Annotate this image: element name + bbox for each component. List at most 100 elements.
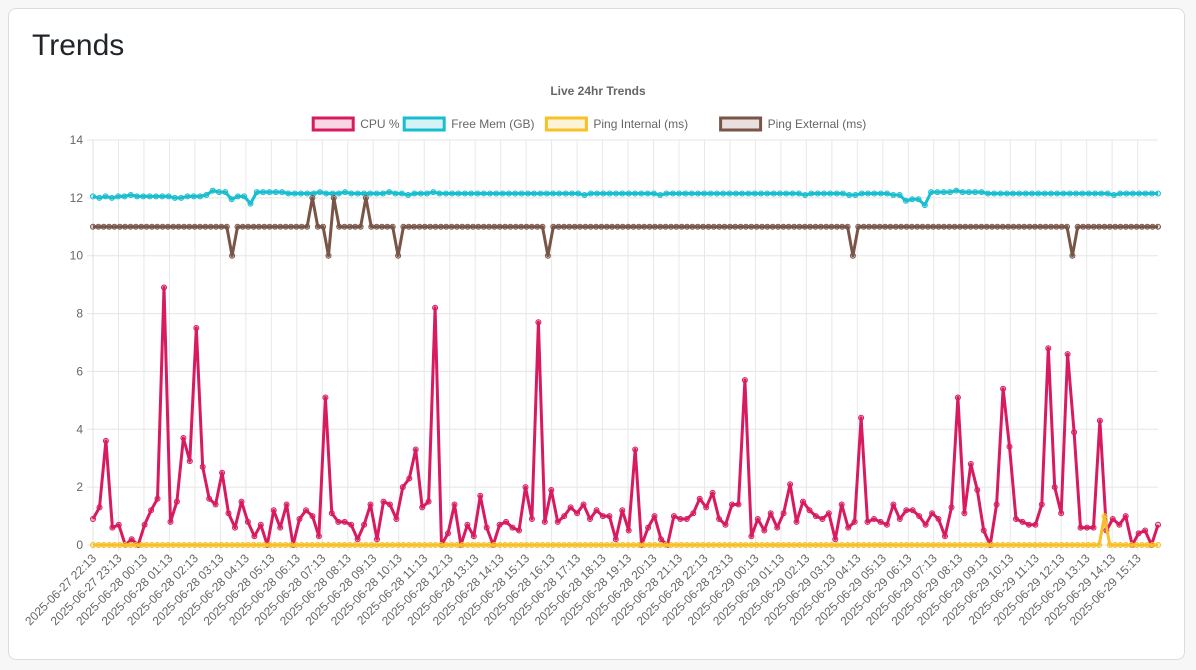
data-point bbox=[1019, 518, 1026, 525]
data-point bbox=[670, 513, 677, 520]
data-point bbox=[1073, 190, 1080, 197]
data-point bbox=[1053, 542, 1060, 548]
data-point bbox=[102, 193, 109, 200]
data-point bbox=[315, 533, 322, 540]
data-point bbox=[876, 223, 883, 230]
data-point bbox=[222, 189, 229, 196]
data-point bbox=[625, 542, 632, 548]
data-point bbox=[957, 542, 963, 548]
data-point bbox=[812, 513, 819, 520]
data-point bbox=[651, 223, 658, 230]
chart-legend: CPU % Free Mem (GB) Ping Internal (ms) Ping… bbox=[311, 116, 867, 132]
data-point bbox=[539, 542, 546, 548]
data-point bbox=[1098, 190, 1105, 197]
data-point bbox=[1128, 223, 1135, 230]
data-point bbox=[770, 190, 777, 197]
data-point bbox=[250, 223, 257, 230]
data-point bbox=[437, 542, 444, 548]
data-point bbox=[109, 524, 116, 531]
data-point bbox=[1003, 190, 1010, 197]
data-point bbox=[475, 223, 482, 230]
data-point bbox=[890, 192, 897, 198]
y-tick-label: 4 bbox=[76, 422, 83, 436]
data-point bbox=[871, 190, 878, 197]
data-point bbox=[689, 223, 696, 230]
legend-item[interactable]: Ping External (ms) bbox=[719, 116, 867, 132]
data-point bbox=[892, 223, 899, 230]
data-point bbox=[234, 193, 241, 200]
data-point bbox=[1042, 223, 1049, 230]
data-point bbox=[1090, 542, 1097, 548]
data-point bbox=[361, 521, 368, 528]
data-point bbox=[432, 542, 439, 548]
data-point bbox=[379, 542, 385, 548]
data-point bbox=[594, 190, 601, 197]
data-point bbox=[406, 475, 413, 482]
data-point bbox=[892, 542, 899, 548]
data-point bbox=[914, 542, 921, 548]
data-point bbox=[1144, 542, 1151, 548]
data-point bbox=[1079, 190, 1086, 197]
data-point bbox=[630, 542, 637, 548]
data-point bbox=[314, 223, 321, 230]
data-point bbox=[459, 542, 466, 548]
data-point bbox=[989, 542, 996, 548]
data-point bbox=[1142, 527, 1149, 534]
data-point bbox=[855, 223, 862, 230]
data-point bbox=[255, 542, 262, 548]
data-point bbox=[518, 223, 525, 230]
data-point bbox=[395, 252, 402, 259]
data-point bbox=[800, 498, 806, 505]
legend-item[interactable]: Free Mem (GB) bbox=[402, 116, 535, 132]
data-point bbox=[374, 536, 380, 543]
data-point bbox=[1090, 223, 1097, 230]
data-point bbox=[443, 542, 450, 548]
data-point bbox=[764, 223, 771, 230]
data-point bbox=[965, 189, 972, 196]
data-point bbox=[721, 542, 728, 548]
data-point bbox=[352, 223, 359, 230]
data-point bbox=[774, 524, 781, 531]
legend-item[interactable]: Ping Internal (ms) bbox=[544, 116, 688, 132]
data-point bbox=[953, 187, 960, 194]
data-point bbox=[197, 542, 203, 548]
data-point bbox=[167, 518, 174, 525]
data-point bbox=[948, 504, 955, 511]
data-point bbox=[437, 223, 444, 230]
data-point bbox=[1060, 190, 1067, 197]
data-point bbox=[1021, 542, 1028, 548]
data-point bbox=[871, 516, 877, 522]
data-point bbox=[367, 190, 374, 197]
data-point bbox=[199, 463, 206, 470]
data-point bbox=[141, 521, 148, 528]
data-point bbox=[739, 190, 746, 197]
data-point bbox=[678, 223, 685, 230]
data-point bbox=[726, 542, 733, 548]
data-point bbox=[562, 190, 569, 197]
data-point bbox=[475, 542, 482, 548]
data-point bbox=[121, 193, 128, 200]
data-point bbox=[127, 542, 134, 548]
data-point bbox=[291, 190, 298, 197]
data-point bbox=[864, 518, 871, 525]
data-point bbox=[812, 542, 819, 548]
data-point bbox=[614, 542, 621, 548]
y-tick-label: 14 bbox=[70, 133, 84, 147]
data-point bbox=[764, 542, 771, 548]
data-point bbox=[106, 223, 113, 230]
data-point bbox=[503, 518, 510, 525]
data-point bbox=[95, 542, 102, 548]
legend-label: CPU % bbox=[360, 117, 400, 131]
data-point bbox=[544, 252, 551, 259]
legend-item[interactable]: CPU % bbox=[311, 116, 400, 132]
data-point bbox=[808, 190, 815, 197]
data-point bbox=[432, 223, 439, 230]
data-point bbox=[684, 542, 690, 548]
data-point bbox=[288, 223, 294, 230]
data-point bbox=[759, 542, 765, 548]
data-point bbox=[1037, 223, 1044, 230]
data-point bbox=[282, 542, 289, 548]
data-point bbox=[833, 190, 840, 197]
data-point bbox=[1069, 252, 1076, 259]
